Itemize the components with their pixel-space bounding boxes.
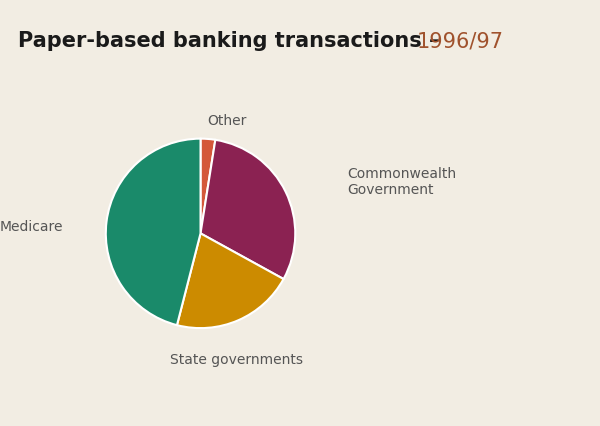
Text: Paper-based banking transactions –: Paper-based banking transactions –	[18, 31, 447, 51]
Text: State governments: State governments	[170, 352, 303, 366]
Wedge shape	[177, 234, 284, 328]
Text: Medicare: Medicare	[0, 219, 63, 233]
Text: Commonwealth
Government: Commonwealth Government	[347, 167, 457, 197]
Wedge shape	[200, 139, 215, 234]
Text: Other: Other	[207, 114, 247, 128]
Wedge shape	[106, 139, 200, 325]
Wedge shape	[200, 141, 295, 279]
Text: 1996/97: 1996/97	[417, 31, 504, 51]
